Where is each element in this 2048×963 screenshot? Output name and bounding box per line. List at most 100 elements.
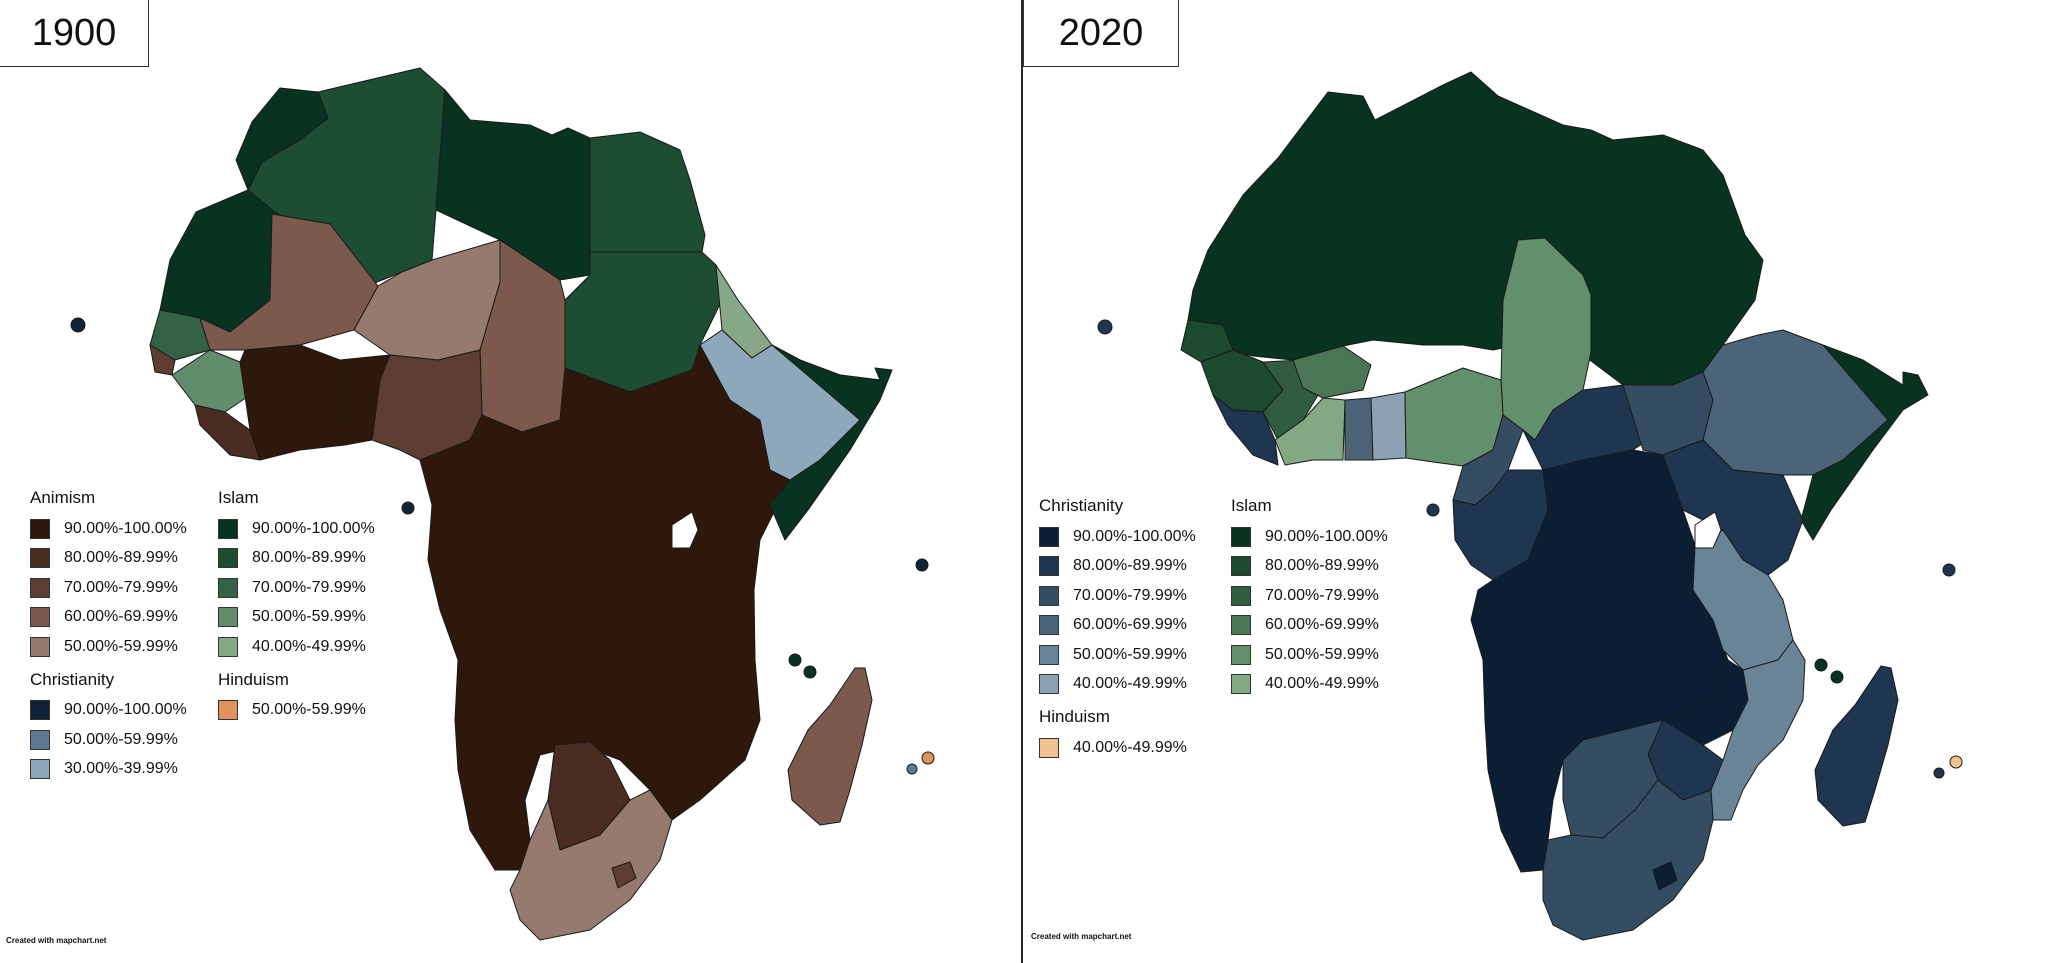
region-south-africa — [1542, 779, 1714, 941]
legend-1900-col1: Animism 90.00%-100.00% 80.00%-89.99% 70.… — [30, 488, 187, 788]
africa-map-2020 — [1097, 71, 1963, 941]
legend-label: 50.00%-59.99% — [1265, 645, 1379, 663]
legend-swatch — [218, 607, 238, 628]
legend-swatch — [30, 636, 50, 657]
island-comoros-2 — [1830, 670, 1844, 684]
legend-label: 60.00%-69.99% — [1073, 616, 1187, 634]
legend-swatch — [1039, 737, 1059, 758]
region-madagascar — [787, 667, 873, 826]
legend-swatch — [30, 759, 50, 780]
legend-item: 60.00%-69.99% — [30, 603, 187, 633]
legend-title: Christianity — [30, 669, 115, 689]
legend-label: 40.00%-49.99% — [1073, 738, 1187, 756]
legend-label: 90.00%-100.00% — [252, 519, 375, 537]
island-comoros-2 — [803, 665, 817, 679]
region-guinea — [1200, 349, 1284, 413]
legend-swatch — [30, 729, 50, 750]
legend-label: 80.00%-89.99% — [64, 549, 178, 567]
legend-swatch — [1039, 585, 1059, 606]
region-togo-benin — [1370, 391, 1407, 461]
legend-swatch — [218, 518, 238, 539]
map-panel-2020: 2020 Christianity 90.00%-100.00% 80.00%-… — [1023, 0, 2048, 963]
lake-victoria — [671, 511, 699, 549]
region-somalia — [769, 344, 893, 541]
map-panel-1900: 1900 Animism 90.00%-100.00% 80.00%-89.99… — [0, 0, 1021, 963]
legend-item: 40.00%-49.99% — [1231, 670, 1388, 700]
region-egypt — [589, 131, 706, 253]
legend-item: 40.00%-49.99% — [1039, 670, 1196, 700]
legend-item: 50.00%-59.99% — [218, 696, 375, 726]
island-reunion — [906, 763, 918, 775]
island-mauritius — [921, 751, 935, 765]
legend-swatch — [30, 607, 50, 628]
legend-label: 70.00%-79.99% — [252, 578, 366, 596]
legend-item: 60.00%-69.99% — [1039, 611, 1196, 641]
region-ghana — [1344, 397, 1374, 461]
island-canaries — [1097, 319, 1113, 335]
panel-divider — [1021, 0, 1023, 963]
region-burkina-faso — [1292, 345, 1372, 399]
legend-swatch — [1039, 526, 1059, 547]
legend-item: 30.00%-39.99% — [30, 755, 187, 785]
legend-label: 40.00%-49.99% — [1073, 675, 1187, 693]
legend-label: 90.00%-100.00% — [64, 519, 187, 537]
island-sao-tome — [401, 501, 415, 515]
legend-title: Islam — [218, 488, 259, 507]
legend-swatch — [218, 700, 238, 721]
legend-swatch — [30, 548, 50, 569]
region-lesotho — [611, 861, 637, 889]
legend-item: 80.00%-89.99% — [30, 544, 187, 574]
region-drc-angola-namibia — [1470, 449, 1729, 873]
legend-label: 50.00%-59.99% — [252, 701, 366, 719]
legend-label: 80.00%-89.99% — [252, 549, 366, 567]
legend-label: 70.00%-79.99% — [1265, 586, 1379, 604]
legend-group-hinduism: Hinduism 50.00%-59.99% — [218, 670, 375, 726]
region-senegal-gambia — [149, 309, 211, 361]
legend-swatch — [1039, 644, 1059, 665]
legend-label: 90.00%-100.00% — [1073, 527, 1196, 545]
legend-title: Christianity — [1039, 496, 1124, 515]
legend-label: 40.00%-49.99% — [1265, 675, 1379, 693]
region-somalia — [1800, 344, 1929, 541]
legend-label: 50.00%-59.99% — [64, 637, 178, 655]
legend-title: Hinduism — [1039, 707, 1110, 726]
legend-item: 70.00%-79.99% — [218, 573, 375, 603]
island-sao-tome — [1426, 503, 1440, 517]
legend-item: 50.00%-59.99% — [30, 632, 187, 662]
credit-text: Created with mapchart.net — [6, 936, 107, 945]
legend-item: 90.00%-100.00% — [1231, 522, 1388, 552]
region-cote-ivoire-burkina — [239, 344, 351, 461]
year-title-1900: 1900 — [0, 0, 149, 67]
legend-2020-col1: Christianity 90.00%-100.00% 80.00%-89.99… — [1039, 496, 1196, 767]
legend-item: 90.00%-100.00% — [1039, 522, 1196, 552]
island-seychelles — [1942, 563, 1956, 577]
legend-label: 70.00%-79.99% — [64, 578, 178, 596]
region-central-africa — [419, 329, 791, 871]
legend-swatch — [1039, 556, 1059, 577]
legend-2020-col2: Islam 90.00%-100.00% 80.00%-89.99% 70.00… — [1231, 496, 1388, 703]
legend-group-islam: Islam 90.00%-100.00% 80.00%-89.99% 70.00… — [218, 488, 375, 662]
legend-group-islam: Islam 90.00%-100.00% 80.00%-89.99% 70.00… — [1231, 496, 1388, 699]
legend-group-hinduism: Hinduism 40.00%-49.99% — [1039, 707, 1196, 763]
legend-label: 90.00%-100.00% — [1265, 527, 1388, 545]
legend-label: 70.00%-79.99% — [1073, 586, 1187, 604]
legend-title: Islam — [1231, 496, 1272, 515]
region-mozambique — [1710, 639, 1806, 821]
legend-swatch — [1231, 556, 1251, 577]
legend-title: Hinduism — [218, 669, 289, 689]
legend-label: 60.00%-69.99% — [1265, 616, 1379, 634]
island-mauritius — [1949, 755, 1963, 769]
legend-swatch — [218, 548, 238, 569]
legend-item: 70.00%-79.99% — [30, 573, 187, 603]
legend-swatch — [30, 700, 50, 721]
legend-label: 30.00%-39.99% — [64, 760, 178, 778]
legend-swatch — [1039, 674, 1059, 695]
region-uganda-kenya — [1662, 439, 1804, 576]
legend-group-christianity: Christianity 90.00%-100.00% 80.00%-89.99… — [1039, 496, 1196, 699]
lake-victoria — [1694, 511, 1722, 549]
legend-swatch — [1231, 526, 1251, 547]
legend-title: Animism — [30, 488, 96, 507]
legend-swatch — [1039, 615, 1059, 636]
legend-item: 60.00%-69.99% — [1231, 611, 1388, 641]
legend-label: 80.00%-89.99% — [1265, 557, 1379, 575]
